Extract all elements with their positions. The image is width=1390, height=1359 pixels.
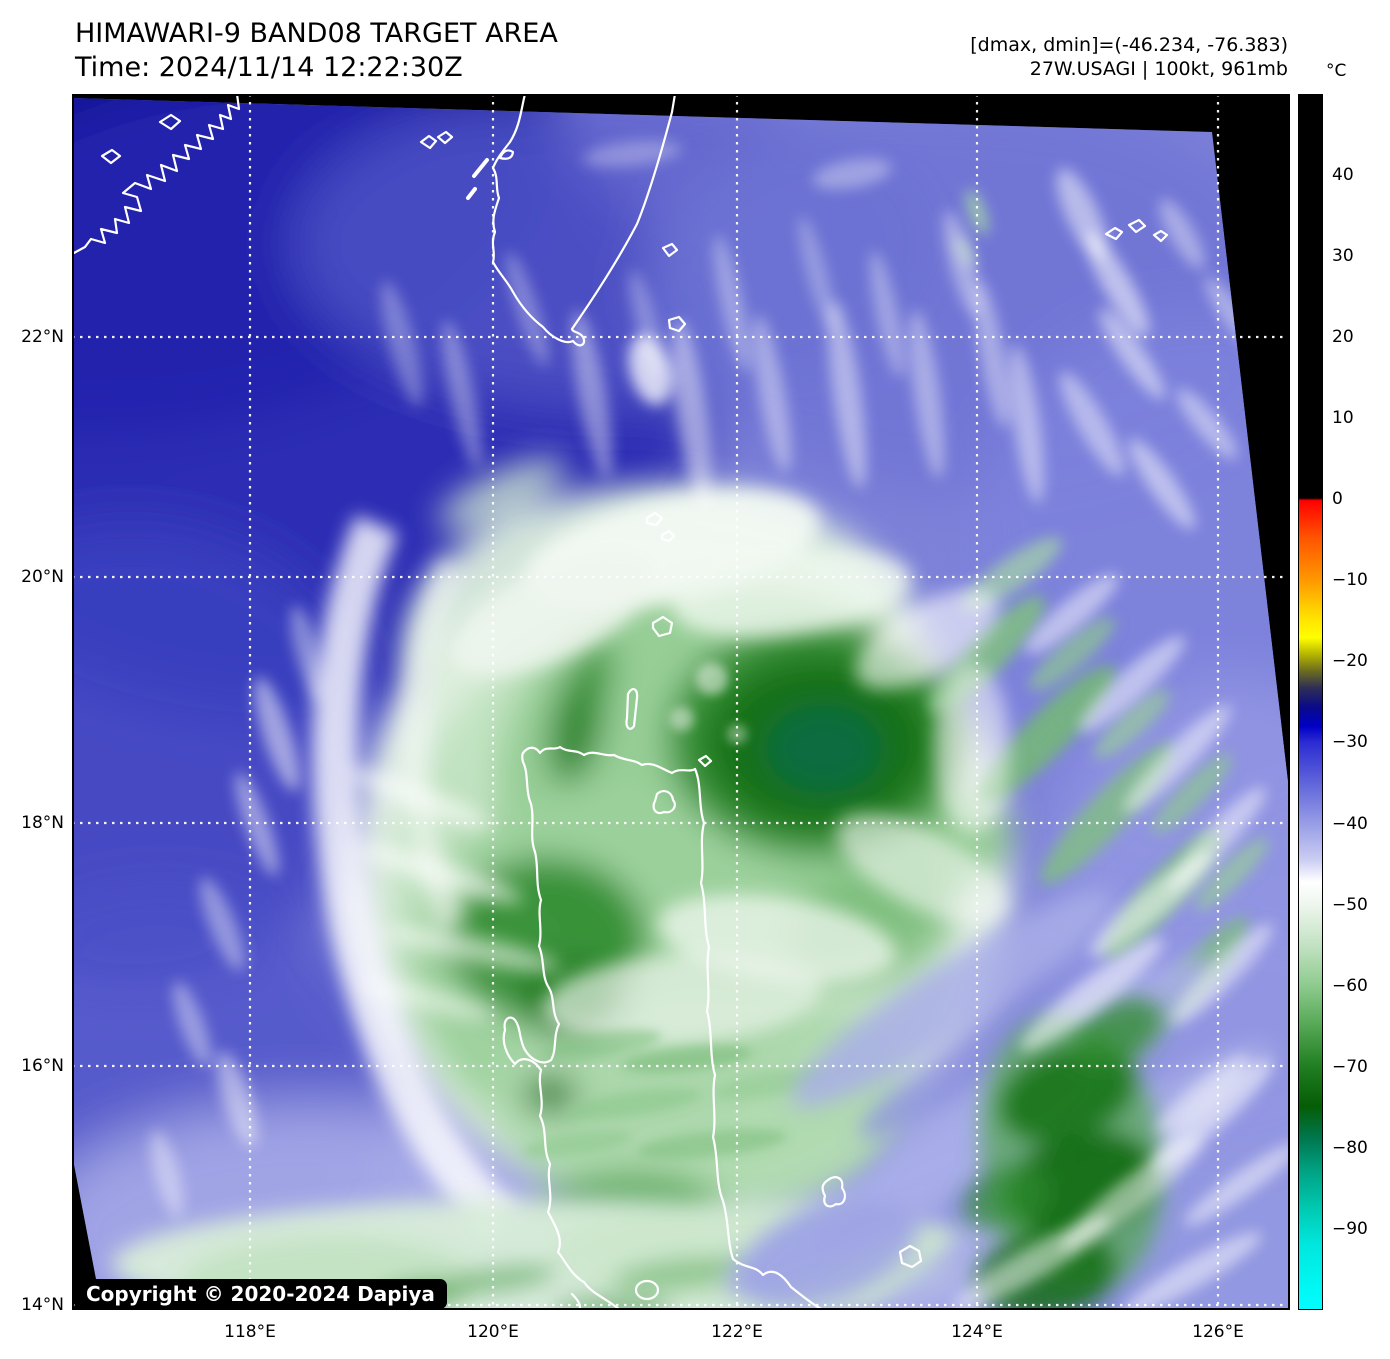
coastline-luzon-east [693,767,825,1310]
colorbar-bar [1298,94,1323,1310]
page-title: HIMAWARI-9 BAND08 TARGET AREA [75,18,558,49]
colorbar-tick-label: −80 [1332,1138,1368,1158]
lat-axis-label: 22°N [21,327,64,347]
colorbar-tick-label: 20 [1332,327,1354,347]
satellite-map-panel [72,94,1290,1310]
coastline-babuyan-islands [625,511,713,815]
colorbar-tick-label: −90 [1332,1219,1368,1239]
storm-info-readout: 27W.USAGI | 100kt, 961mb [1029,58,1288,80]
lat-axis-label: 16°N [21,1056,64,1076]
lon-axis-label: 118°E [224,1322,276,1342]
coastlines [72,94,1169,1310]
coastline-taiwan-reefs [466,158,489,200]
cirrus-streaks [150,140,1290,1310]
lat-axis-label: 20°N [21,567,64,587]
colorbar-tick-label: −40 [1332,814,1368,834]
graticule-gridlines [72,94,1290,1310]
dmax-dmin-readout: [dmax, dmin]=(-46.234, -76.383) [970,34,1288,56]
timestamp-label: Time: 2024/11/14 12:22:30Z [75,52,463,83]
coastline-polillo [821,1176,846,1208]
colorbar-tick-label: −30 [1332,732,1368,752]
coastline-china-islands [100,113,515,165]
coastline-ryukyu-islands [1104,218,1169,243]
colorbar-tick-label: 10 [1332,408,1354,428]
coastline-green-island [661,242,687,333]
coastline-luzon-west [502,751,622,1310]
lon-axis-label: 126°E [1192,1322,1244,1342]
colorbar-tick-label: 30 [1332,246,1354,266]
lat-axis-label: 18°N [21,813,64,833]
coastline-luzon-north [521,745,697,775]
lon-axis-label: 120°E [467,1322,519,1342]
lat-axis-label: 14°N [21,1295,64,1315]
map-frame [72,94,1290,1310]
colorbar-tick-label: 0 [1332,489,1343,509]
copyright-badge: Copyright © 2020-2024 Dapiya [74,1279,447,1309]
colorbar-tick-label: −70 [1332,1057,1368,1077]
colorbar-unit-label: °C [1326,61,1347,81]
coastline-catanduanes [898,1244,923,1269]
satellite-image [72,94,1290,1310]
colorbar-tick-label: −20 [1332,651,1368,671]
colorbar-tick-label: 40 [1332,165,1354,185]
colorbar-tick-label: −10 [1332,570,1368,590]
colorbar-tick-label: −60 [1332,976,1368,996]
satellite-data-region [72,98,1290,1310]
lon-axis-label: 124°E [951,1322,1003,1342]
coastline-china [72,94,241,256]
cloud-shield-arcs [312,489,1010,1241]
convective-texture [522,663,832,1160]
coastline-taiwan [491,94,677,347]
lon-axis-label: 122°E [711,1322,763,1342]
colorbar-tick-label: −50 [1332,895,1368,915]
coastline-marinduque [634,1279,660,1301]
